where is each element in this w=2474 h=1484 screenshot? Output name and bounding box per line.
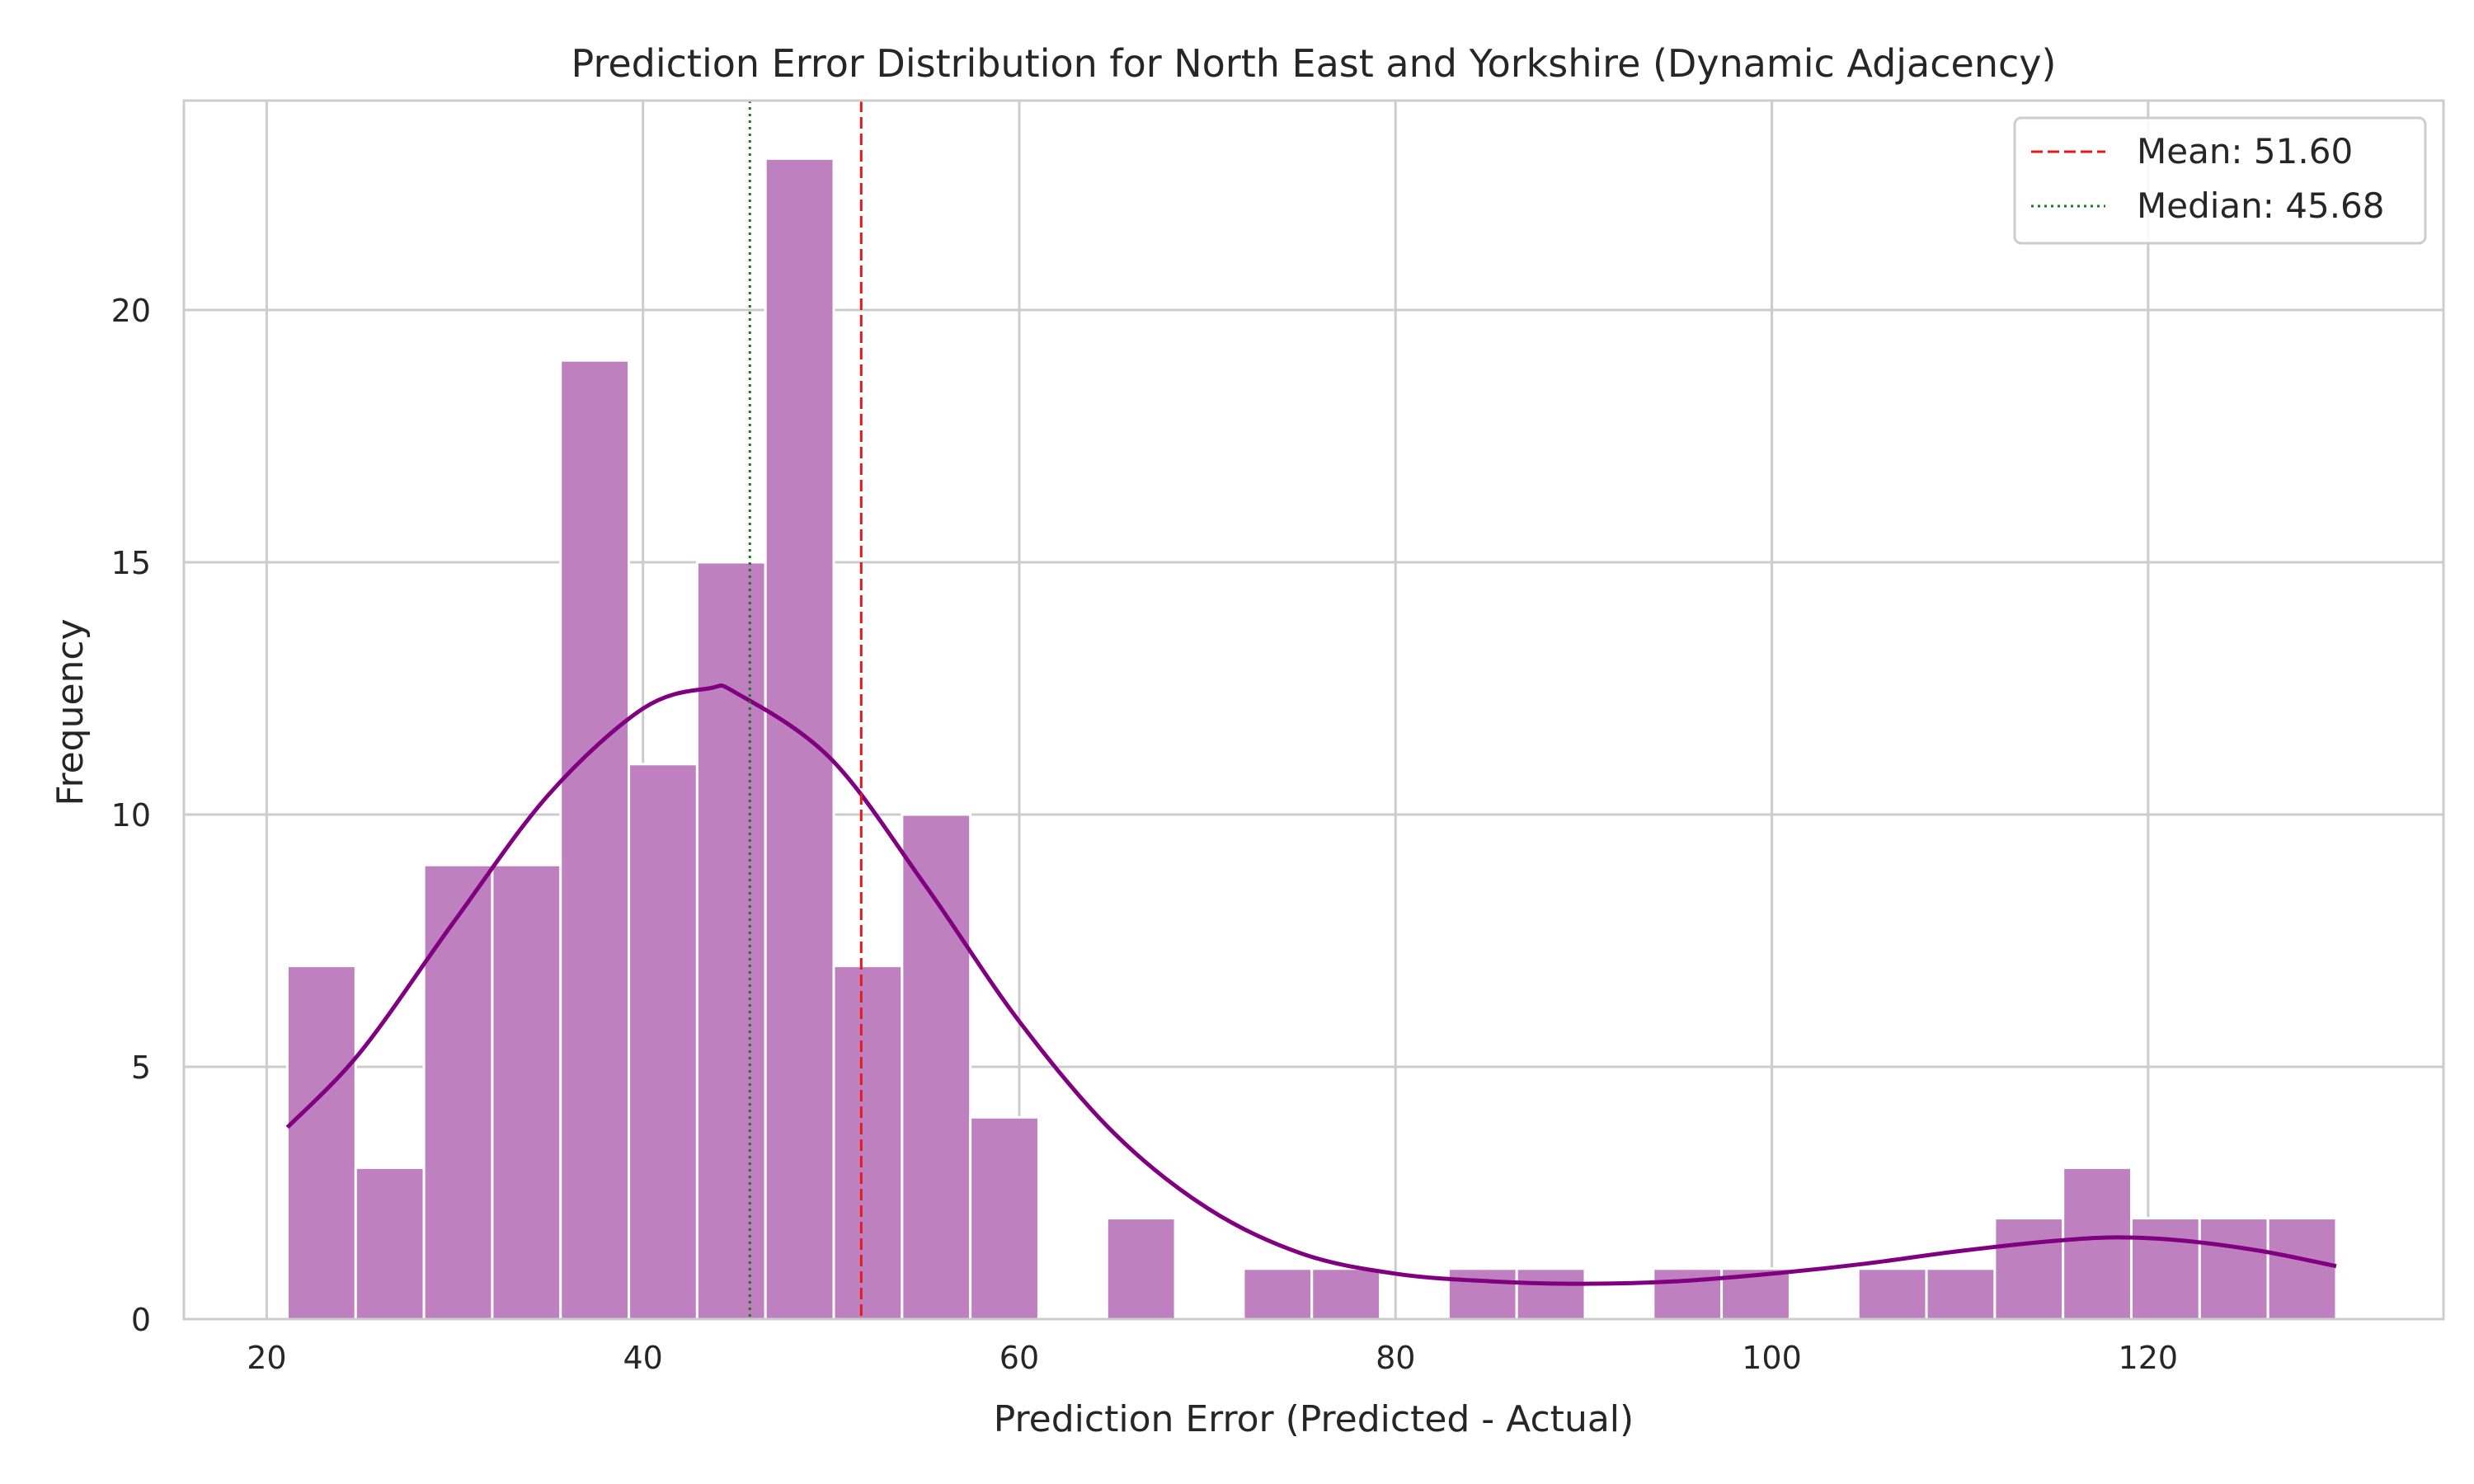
chart-title: Prediction Error Distribution for North … — [571, 41, 2057, 86]
histogram-bar — [1446, 1267, 1518, 1321]
x-tick-label: 120 — [2119, 1340, 2179, 1376]
x-tick-label: 80 — [1376, 1340, 1415, 1376]
legend-mean-label: Mean: 51.60 — [2137, 131, 2353, 171]
histogram-bar — [628, 763, 698, 1321]
x-tick-labels: 20 40 60 80 100 120 — [247, 1340, 2178, 1376]
histogram-bar — [285, 965, 357, 1321]
legend-median-label: Median: 45.68 — [2137, 186, 2385, 226]
kde-curve-group — [285, 683, 2337, 1286]
histogram-bar — [354, 1166, 426, 1321]
x-tick-label: 60 — [999, 1340, 1039, 1376]
histogram-bar — [1993, 1217, 2065, 1321]
legend-box — [2013, 116, 2427, 245]
reference-lines — [748, 101, 863, 1319]
histogram-bar — [1242, 1267, 1314, 1321]
histogram-bar — [764, 157, 835, 1321]
histogram-bar — [422, 863, 494, 1321]
histogram-bar — [559, 359, 631, 1321]
histogram-bars — [285, 157, 2338, 1321]
legend: Mean: 51.60 Median: 45.68 — [2013, 116, 2427, 245]
y-tick-label: 0 — [131, 1302, 151, 1338]
histogram-bar — [1515, 1267, 1587, 1321]
histogram-bar — [1925, 1267, 1997, 1321]
histogram-bar — [969, 1115, 1040, 1321]
y-tick-label: 15 — [111, 545, 151, 581]
y-tick-label: 5 — [131, 1050, 151, 1086]
x-axis-label: Prediction Error (Predicted - Actual) — [994, 1398, 1634, 1440]
histogram-bar — [2198, 1217, 2269, 1321]
histogram-bar — [901, 813, 972, 1321]
y-tick-label: 20 — [111, 293, 151, 329]
histogram-bar — [2266, 1217, 2338, 1321]
x-tick-label: 20 — [247, 1340, 286, 1376]
y-axis-label: Frequency — [49, 618, 92, 805]
y-tick-labels: 0 5 10 15 20 — [111, 293, 151, 1338]
histogram-bar — [1856, 1267, 1928, 1321]
y-tick-label: 10 — [111, 797, 151, 834]
x-tick-label: 100 — [1742, 1340, 1802, 1376]
kde-curve — [285, 683, 2337, 1286]
x-tick-label: 40 — [623, 1340, 662, 1376]
histogram-bar — [695, 561, 767, 1321]
histogram-bar — [2130, 1217, 2201, 1321]
histogram-bar — [2062, 1166, 2133, 1321]
plot-frame — [182, 99, 2445, 1321]
histogram-bar — [491, 863, 562, 1321]
histogram-bar — [832, 965, 904, 1321]
histogram-bar — [1310, 1267, 1382, 1321]
histogram-bar — [1105, 1217, 1177, 1321]
histogram-bar — [1652, 1267, 1724, 1321]
